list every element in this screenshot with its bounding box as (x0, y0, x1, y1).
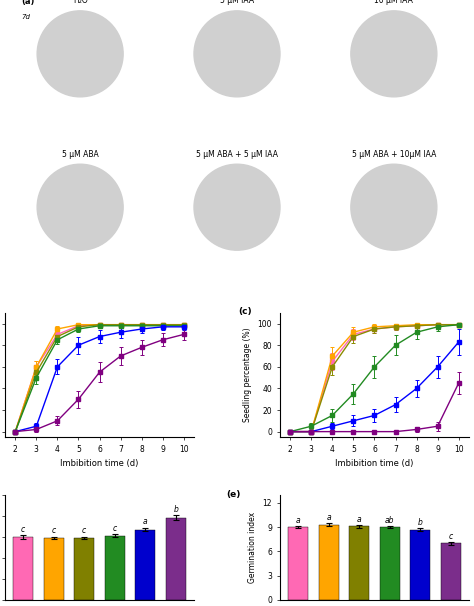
Text: b: b (418, 518, 423, 527)
Text: c: c (21, 525, 25, 533)
Title: 5 μM IAA: 5 μM IAA (220, 0, 254, 5)
Y-axis label: Germination index: Germination index (248, 512, 257, 583)
Title: 5 μM ABA + 10μM IAA: 5 μM ABA + 10μM IAA (352, 150, 436, 159)
Text: (e): (e) (227, 490, 241, 499)
Text: (c): (c) (238, 307, 252, 316)
Bar (74, 538, 94, 600)
Circle shape (351, 164, 437, 250)
Circle shape (37, 11, 123, 97)
X-axis label: Imbibition time (d): Imbibition time (d) (60, 459, 139, 468)
Circle shape (351, 11, 437, 97)
Bar (410, 530, 430, 600)
Title: 5 μM ABA: 5 μM ABA (62, 150, 99, 159)
Bar (13, 537, 33, 600)
Text: a: a (296, 516, 301, 525)
Bar (441, 544, 461, 600)
Bar (105, 536, 125, 600)
Y-axis label: Seedling percentage (%): Seedling percentage (%) (243, 328, 252, 422)
Text: a: a (326, 513, 331, 522)
Title: H₂O: H₂O (73, 0, 88, 5)
Title: 5 μM ABA + 5 μM IAA: 5 μM ABA + 5 μM IAA (196, 150, 278, 159)
Bar (44, 538, 64, 600)
X-axis label: Imbibition time (d): Imbibition time (d) (335, 459, 414, 468)
Text: a: a (357, 515, 362, 524)
Text: c: c (449, 531, 453, 541)
Title: 10 μM IAA: 10 μM IAA (374, 0, 413, 5)
Bar (380, 527, 400, 600)
Circle shape (194, 11, 280, 97)
Text: (a): (a) (21, 0, 34, 5)
Bar (136, 530, 155, 600)
Bar (319, 525, 338, 600)
Bar (166, 518, 186, 600)
Text: ab: ab (385, 516, 394, 525)
Text: c: c (52, 526, 56, 535)
Text: 7d: 7d (21, 14, 30, 20)
Circle shape (194, 164, 280, 250)
Bar (349, 527, 369, 600)
Text: b: b (173, 505, 178, 514)
Bar (288, 527, 308, 600)
Text: c: c (113, 524, 117, 533)
Text: c: c (82, 526, 86, 535)
Text: a: a (143, 517, 148, 526)
Circle shape (37, 164, 123, 250)
